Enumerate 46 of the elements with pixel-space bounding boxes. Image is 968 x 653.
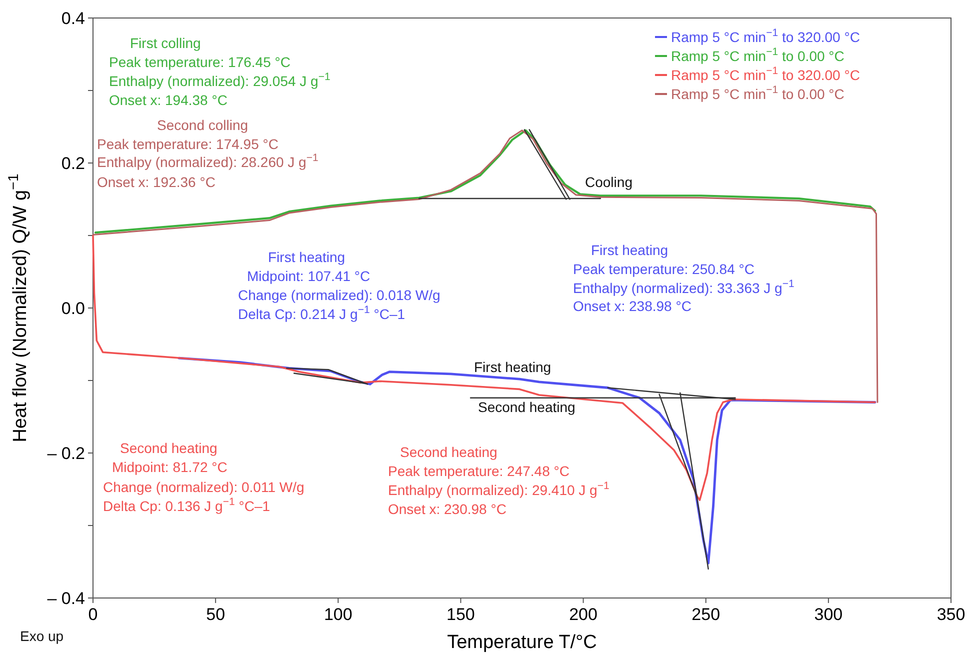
legend-label: Ramp 5 °C min$^{−1}$ to 0.00 °C [671,84,844,102]
annotation: First heating [268,249,346,265]
text: Exo up [20,628,64,644]
annotation: Enthalpy (normalized): 28.260 J g$^{−1}$ [97,152,318,170]
y-tick-label: – 0.2 [47,444,85,463]
annotation: Midpoint: 107.41 °C [247,268,370,284]
annotation: First heating [474,359,552,375]
legend-label: Ramp 5 °C min$^{−1}$ to 320.00 °C [671,27,860,45]
legend-label: Ramp 5 °C min$^{−1}$ to 0.00 °C [671,46,844,64]
annotation: Cooling [585,174,632,190]
legend-label: Ramp 5 °C min$^{−1}$ to 320.00 °C [671,65,860,83]
annotation: Change (normalized): 0.018 W/g [238,287,440,303]
annotation: Second colling [157,117,248,133]
annotation: Onset x: 194.38 °C [109,92,228,108]
x-tick-label: 0 [88,605,98,624]
y-tick-label: 0.4 [61,9,85,28]
x-tick-label: 150 [446,605,475,624]
annotation: Midpoint: 81.72 °C [112,459,228,475]
x-tick-label: 100 [324,605,352,624]
annotation: Change (normalized): 0.011 W/g [103,479,304,495]
annotation: Second heating [478,399,576,415]
annotation: Delta Cp: 0.214 J g$^{−1}$ °C–1 [238,304,406,322]
annotation: Enthalpy (normalized): 33.363 J g$^{−1}$ [573,278,794,296]
x-axis-title: Temperature T/°C [447,632,597,653]
annotation: Enthalpy (normalized): 29.410 J g$^{−1}$ [388,480,610,498]
x-tick-label: 200 [569,605,598,624]
annotation: First heating [591,242,668,258]
annotation: First colling [130,35,201,51]
y-tick-label: – 0.4 [47,589,85,608]
annotation: Peak temperature: 176.45 °C [109,54,290,70]
annotation: Peak temperature: 247.48 °C [388,463,570,479]
annotation: Second heating [120,440,218,456]
x-tick-label: 300 [814,605,843,624]
annotation: Delta Cp: 0.136 J g$^{−1}$ °C–1 [103,496,270,514]
x-tick-label: 350 [936,605,966,624]
annotation: Onset x: 238.98 °C [573,298,692,314]
y-tick-label: 0.2 [61,154,85,173]
annotation: Onset x: 230.98 °C [388,501,506,517]
annotation: Enthalpy (normalized): 29.054 J g$^{−1}$ [109,71,330,89]
annotation: Peak temperature: 174.95 °C [97,136,278,152]
x-tick-label: 50 [206,605,226,624]
annotation: Onset x: 192.36 °C [97,174,216,190]
annotation: Peak temperature: 250.84 °C [573,261,754,277]
annotation: Second heating [400,444,498,460]
y-tick-label: 0.0 [61,299,85,318]
x-tick-label: 250 [692,605,720,624]
